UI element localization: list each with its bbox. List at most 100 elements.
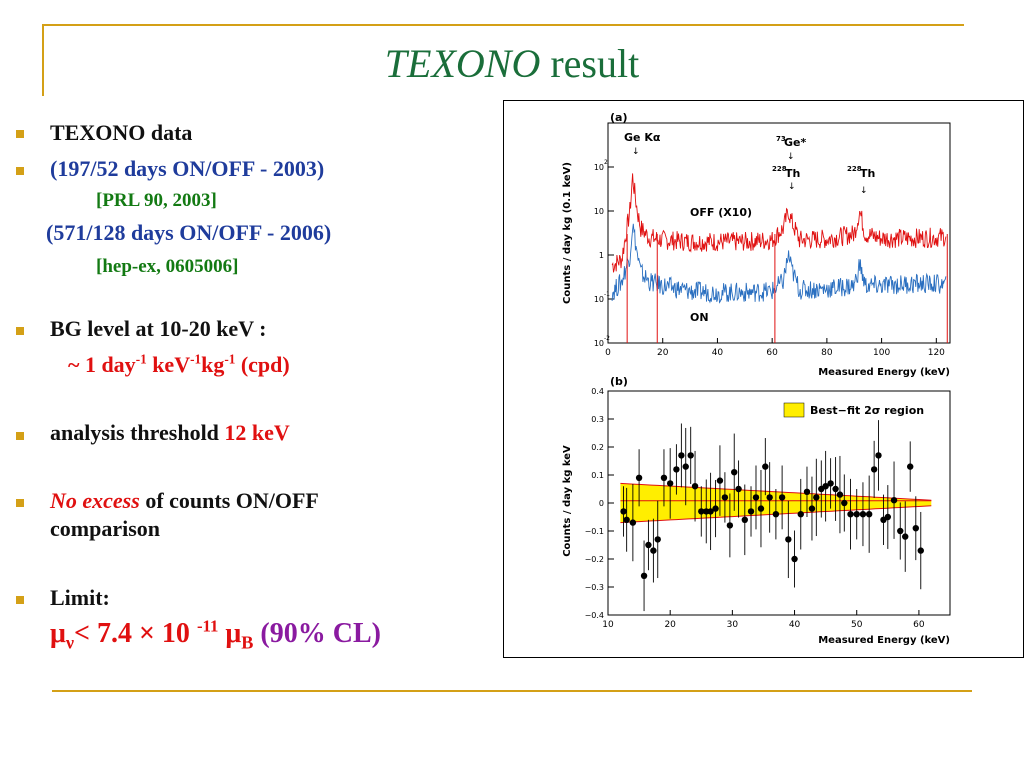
panel-b-ytick-label: −0.4	[585, 611, 604, 620]
data-point	[808, 505, 816, 512]
data-point	[841, 499, 848, 507]
panel-a-ytick-label: 10	[594, 163, 604, 172]
data-point	[673, 466, 680, 473]
cpd-part: keV	[146, 352, 191, 377]
panel-a-ytick-exp: -2	[604, 335, 610, 342]
cpd-part: (cpd)	[235, 352, 290, 377]
data-point	[629, 519, 637, 526]
data-point	[650, 547, 657, 554]
panel-a-spectra	[611, 173, 948, 343]
data-point	[623, 516, 630, 523]
data-point	[735, 485, 742, 493]
data-point	[813, 494, 820, 501]
bg-level-value: ~ 1 day-1 keV-1kg-1 (cpd)	[68, 352, 290, 378]
panel-a-xtick-label: 40	[712, 348, 724, 358]
data-point	[803, 488, 811, 495]
data-point	[726, 522, 734, 529]
limit-exp: -11	[196, 616, 219, 636]
data-point	[691, 483, 699, 490]
slide-title: TEXONO result	[0, 40, 1024, 87]
limit-nu: ν	[65, 632, 75, 653]
bullet-limit: Limit:	[50, 585, 110, 610]
panel-a-xlabel: Measured Energy (keV)	[818, 367, 950, 378]
data-point	[907, 463, 914, 470]
annotation-th2: Th	[860, 167, 875, 180]
panel-a-xtick-label: 80	[821, 348, 833, 358]
reference-prl: [PRL 90, 2003]	[96, 190, 217, 211]
panel-b-xtick-label: 50	[851, 620, 863, 630]
bottom-rule	[52, 690, 972, 692]
annotation-73ge-num: 73	[776, 135, 786, 143]
bullet-marker	[16, 130, 24, 138]
cpd-part: ~ 1 day	[68, 352, 136, 377]
panel-b-ytick-label: −0.3	[585, 583, 604, 592]
annotation-th1: Th	[785, 167, 800, 180]
bullet-marker	[16, 499, 24, 507]
annotation-th2-num: 228	[847, 165, 862, 173]
panel-b-points	[620, 420, 924, 612]
data-point	[859, 511, 867, 518]
panel-b-ytick-label: −0.1	[585, 527, 604, 536]
data-point	[902, 533, 909, 540]
panel-b-xtick-label: 40	[789, 620, 801, 630]
annotation-73ge: Ge*	[784, 136, 806, 149]
panel-b-ytick-label: 0.1	[591, 471, 604, 480]
panel-a-frame	[607, 122, 951, 344]
annotation-ge-ka: Ge Kα	[624, 131, 661, 144]
cpd-part: kg	[201, 352, 225, 377]
panel-b-ylabel: Counts / day kg keV	[562, 445, 573, 557]
panel-b-ytick-label: 0.2	[591, 443, 604, 452]
cpd-exp: -1	[135, 351, 147, 367]
bullet-no-excess-cont: comparison	[50, 516, 160, 541]
bullet-marker	[16, 596, 24, 604]
data-point	[747, 508, 755, 515]
data-point	[847, 511, 854, 518]
data-point	[912, 525, 919, 532]
panel-a-xticks: 0 20 40 60 80 100 120	[605, 338, 945, 358]
annotation-arrow: ↓	[787, 152, 795, 162]
data-point	[897, 527, 904, 535]
bullet-marker	[16, 327, 24, 335]
data-point	[731, 469, 738, 476]
results-figure-svg: (a) Counts / day kg (0.1 keV) Measured E…	[562, 111, 951, 646]
panel-b-xtick-label: 30	[727, 620, 739, 630]
panel-b-ytick-label: 0	[599, 499, 604, 508]
on-spectrum-line	[611, 223, 947, 304]
panel-a-ylabel: Counts / day kg (0.1 keV)	[562, 162, 573, 304]
data-point	[870, 466, 878, 473]
cpd-exp: -1	[224, 351, 236, 367]
no-excess-text: No excess	[50, 488, 140, 513]
panel-a-ytick-exp: 2	[604, 159, 608, 166]
data-point	[836, 491, 844, 498]
limit-cl: (90% CL)	[253, 618, 381, 649]
threshold-value: 12 keV	[224, 420, 290, 445]
data-point	[822, 483, 829, 490]
bullet-2006-data: (571/128 days ON/OFF - 2006)	[46, 220, 332, 245]
data-point	[635, 474, 643, 481]
data-point	[698, 508, 705, 515]
panel-b-xtick-label: 60	[913, 620, 925, 630]
limit-value: μν< 7.4 × 10 -11 μB (90% CL)	[50, 616, 381, 653]
panel-a-ytick-label: 10	[594, 207, 604, 216]
off-spectrum-line	[611, 173, 947, 273]
bullet-2003-data: (197/52 days ON/OFF - 2003)	[50, 156, 325, 181]
legend-swatch	[783, 402, 805, 418]
data-point	[827, 480, 834, 487]
data-point	[832, 485, 839, 493]
data-point	[712, 505, 719, 512]
data-point	[772, 511, 780, 518]
data-point	[654, 536, 661, 543]
cpd-exp: -1	[190, 351, 202, 367]
panel-b-xtick-label: 10	[602, 620, 614, 630]
data-point	[666, 480, 674, 487]
data-point	[660, 474, 668, 481]
annotation-th1-num: 228	[772, 165, 787, 173]
annotation-arrow: ↓	[860, 186, 868, 196]
panel-b-xtick-label: 20	[664, 620, 676, 630]
data-point	[865, 511, 873, 518]
no-excess-rest: of counts ON/OFF	[139, 488, 319, 513]
limit-number: < 7.4 × 10	[74, 618, 197, 649]
panel-a-xtick-label: 100	[873, 348, 890, 358]
data-point	[778, 494, 786, 501]
